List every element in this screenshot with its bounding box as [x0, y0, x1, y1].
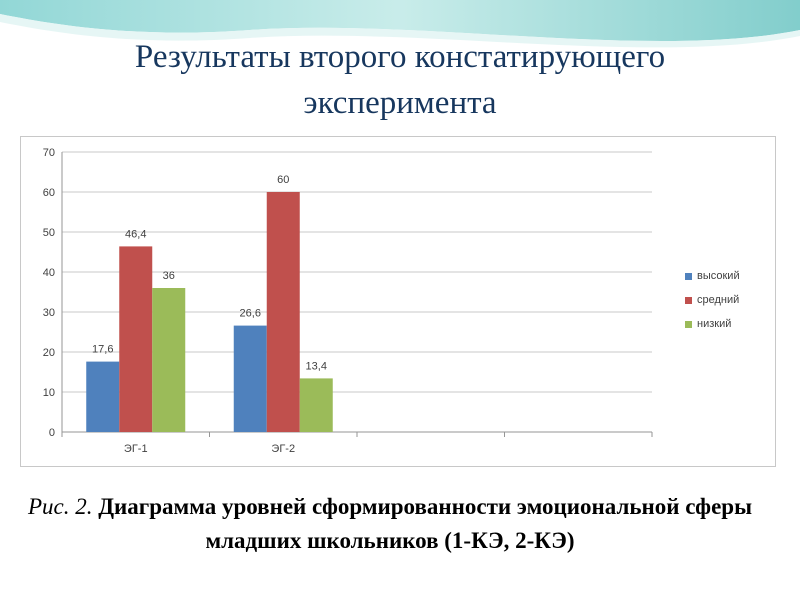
legend-item: средний	[685, 292, 775, 308]
y-tick-label: 30	[43, 307, 55, 319]
data-label: 13,4	[306, 360, 327, 372]
legend-item: низкий	[685, 316, 775, 332]
legend-swatch	[685, 320, 692, 328]
y-tick-label: 20	[43, 347, 55, 359]
bar-низкий	[152, 288, 186, 432]
y-tick-label: 70	[43, 147, 55, 159]
y-tick-label: 0	[49, 427, 55, 439]
legend-item: высокий	[685, 268, 775, 284]
header-wave-decoration	[0, 0, 800, 48]
data-label: 17,6	[92, 344, 113, 356]
bar-низкий	[299, 378, 333, 432]
bar-chart: 0 10 20 30 40 50 60 70 ЭГ-1 ЭГ-2 17,6 26,6 46,4 60 36 1…	[43, 147, 653, 455]
x-tick-label: ЭГ-2	[271, 443, 295, 455]
caption-text: Диаграмма уровней сформированности эмоци…	[98, 494, 753, 553]
legend-label: низкий	[697, 318, 732, 330]
y-tick-label: 40	[43, 267, 55, 279]
data-label: 46,4	[125, 228, 146, 240]
data-label: 36	[163, 270, 175, 282]
y-tick-label: 50	[43, 227, 55, 239]
bar-высокий	[233, 325, 267, 432]
legend-swatch	[685, 272, 692, 280]
data-label: 60	[277, 174, 289, 186]
bar-высокий	[86, 361, 120, 432]
bar-средний	[119, 246, 153, 432]
legend-label: высокий	[697, 270, 740, 282]
slide-title: Результаты второго констатирующего экспе…	[134, 39, 666, 121]
legend-label: средний	[697, 294, 740, 306]
caption-label: Рис. 2.	[27, 494, 93, 519]
chart-frame: 0 10 20 30 40 50 60 70 ЭГ-1 ЭГ-2 17,6 26,6 46,4 60 36 1…	[20, 136, 776, 467]
y-tick-label: 60	[43, 187, 55, 199]
y-tick-label: 10	[43, 387, 55, 399]
bar-средний	[266, 192, 300, 432]
chart-legend: высокий средний низкий	[685, 268, 775, 340]
data-label: 26,6	[240, 308, 261, 320]
legend-swatch	[685, 296, 692, 304]
x-tick-label: ЭГ-1	[124, 443, 148, 455]
figure-caption: Рис. 2. Диаграмма уровней сформированнос…	[10, 490, 770, 558]
